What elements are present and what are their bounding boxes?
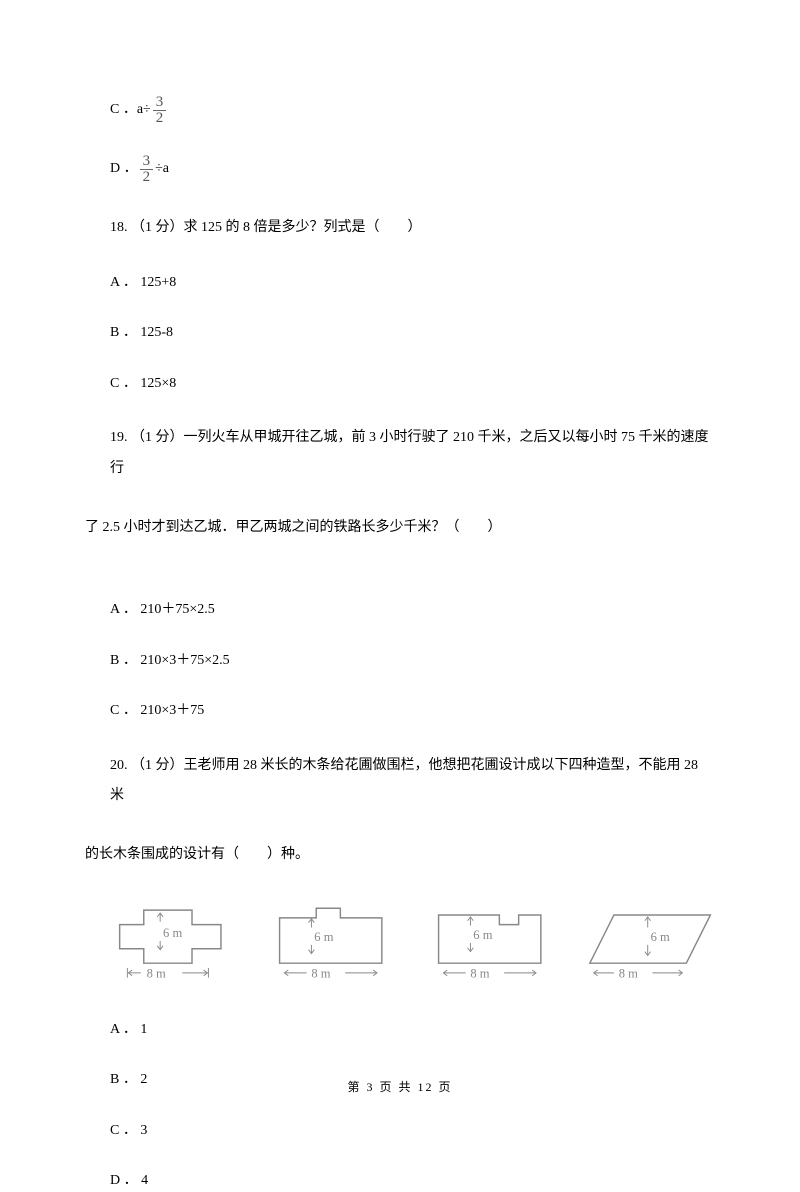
q18-option-c: C ． 125×8 [110, 373, 715, 395]
diagram4-width: 8 m [619, 967, 638, 981]
diagram-cross: 6 m 8 m [110, 899, 240, 984]
fraction-c-num: 3 [153, 95, 167, 111]
diagram-parallelogram: 6 m 8 m [585, 899, 715, 984]
q19-option-b: B ． 210×3＋75×2.5 [110, 650, 715, 672]
question-18: 18. （1 分）求 125 的 8 倍是多少？列式是（ ） [110, 213, 715, 244]
fraction-d-num: 3 [140, 154, 154, 170]
question-19-line1: 19. （1 分）一列火车从甲城开往乙城，前 3 小时行驶了 210 千米，之后… [110, 423, 715, 485]
fraction-d: 3 2 [140, 154, 154, 185]
diagram-row: 6 m 8 m 6 m 8 m 6 m 8 m [110, 899, 715, 984]
option-c-prefix: a÷ [137, 99, 151, 121]
fraction-c-den: 2 [153, 111, 167, 126]
option-d-suffix: ÷a [155, 158, 169, 180]
diagram1-width: 8 m [147, 967, 166, 981]
q19-option-c: C ． 210×3＋75 [110, 700, 715, 722]
q18-option-b: B ． 125-8 [110, 322, 715, 344]
question-20-line2: 的长木条围成的设计有（ ）种。 [85, 840, 715, 871]
question-20-line1: 20. （1 分）王老师用 28 米长的木条给花圃做围栏，他想把花圃设计成以下四… [110, 751, 715, 813]
diagram-notch-top: 6 m 8 m [268, 899, 398, 984]
option-c-fraction: C ． a÷ 3 2 [110, 95, 715, 126]
diagram2-height: 6 m [315, 930, 334, 944]
diagram3-height: 6 m [473, 928, 492, 942]
q20-option-c: C ． 3 [110, 1120, 715, 1142]
page-footer: 第 3 页 共 12 页 [0, 1078, 800, 1097]
q20-option-a: A ． 1 [110, 1019, 715, 1041]
diagram-cut-corner: 6 m 8 m [427, 899, 557, 984]
question-19-line2: 了 2.5 小时才到达乙城．甲乙两城之间的铁路长多少千米？（ ） [85, 513, 715, 544]
option-d-label: D ． [110, 158, 138, 180]
option-c-label: C ． [110, 99, 137, 121]
q18-option-a: A ． 125+8 [110, 272, 715, 294]
option-d-fraction: D ． 3 2 ÷a [110, 154, 715, 185]
diagram2-width: 8 m [312, 967, 331, 981]
fraction-d-den: 2 [140, 170, 154, 185]
q20-option-d: D ． 4 [110, 1170, 715, 1192]
question-18-text: 18. （1 分）求 125 的 8 倍是多少？列式是（ ） [110, 220, 422, 235]
diagram1-height: 6 m [163, 926, 182, 940]
fraction-c: 3 2 [153, 95, 167, 126]
q19-option-a: A ． 210＋75×2.5 [110, 599, 715, 621]
diagram3-width: 8 m [470, 967, 489, 981]
diagram4-height: 6 m [650, 930, 669, 944]
